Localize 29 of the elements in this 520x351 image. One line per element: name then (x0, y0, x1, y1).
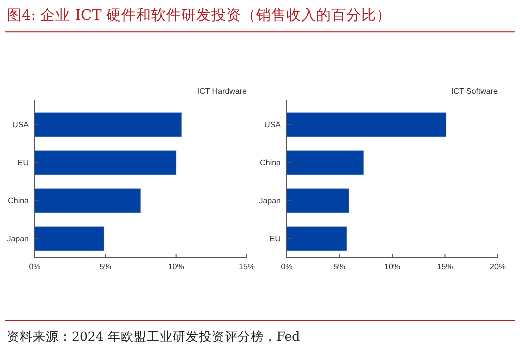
chart-title: ICT Software (451, 87, 499, 96)
x-tick-label: 20% (490, 262, 506, 272)
x-tick-label: 5% (100, 262, 112, 272)
bar (286, 150, 364, 176)
y-tick-label: Japan (7, 234, 29, 244)
y-tick-label: USA (12, 120, 30, 130)
bar (286, 188, 350, 214)
caption: 图4: 企业 ICT 硬件和软件研发投资（销售收入的百分比） (7, 7, 392, 24)
bar (34, 112, 182, 138)
bar (34, 150, 177, 176)
x-tick-label: 10% (384, 262, 401, 272)
x-tick-label: 5% (334, 262, 346, 272)
bar (286, 226, 348, 252)
y-tick-label: USA (264, 120, 282, 130)
bar (34, 226, 105, 252)
x-tick-label: 15% (437, 262, 454, 272)
y-tick-label: EU (18, 158, 30, 168)
x-tick-label: 10% (168, 262, 184, 272)
bar (286, 112, 447, 138)
y-tick-label: Japan (259, 196, 281, 206)
x-tick-label: 0% (281, 262, 293, 272)
y-tick-label: EU (270, 234, 282, 244)
x-tick-label: 15% (238, 262, 256, 272)
chart-title: ICT Hardware (197, 87, 248, 96)
y-tick-label: China (8, 196, 30, 206)
bar (34, 188, 142, 214)
text: 资料来源：2024 年欧盟工业研发投资评分榜，Fed (7, 329, 300, 344)
x-tick-label: 0% (29, 262, 41, 272)
y-tick-label: China (260, 158, 282, 168)
